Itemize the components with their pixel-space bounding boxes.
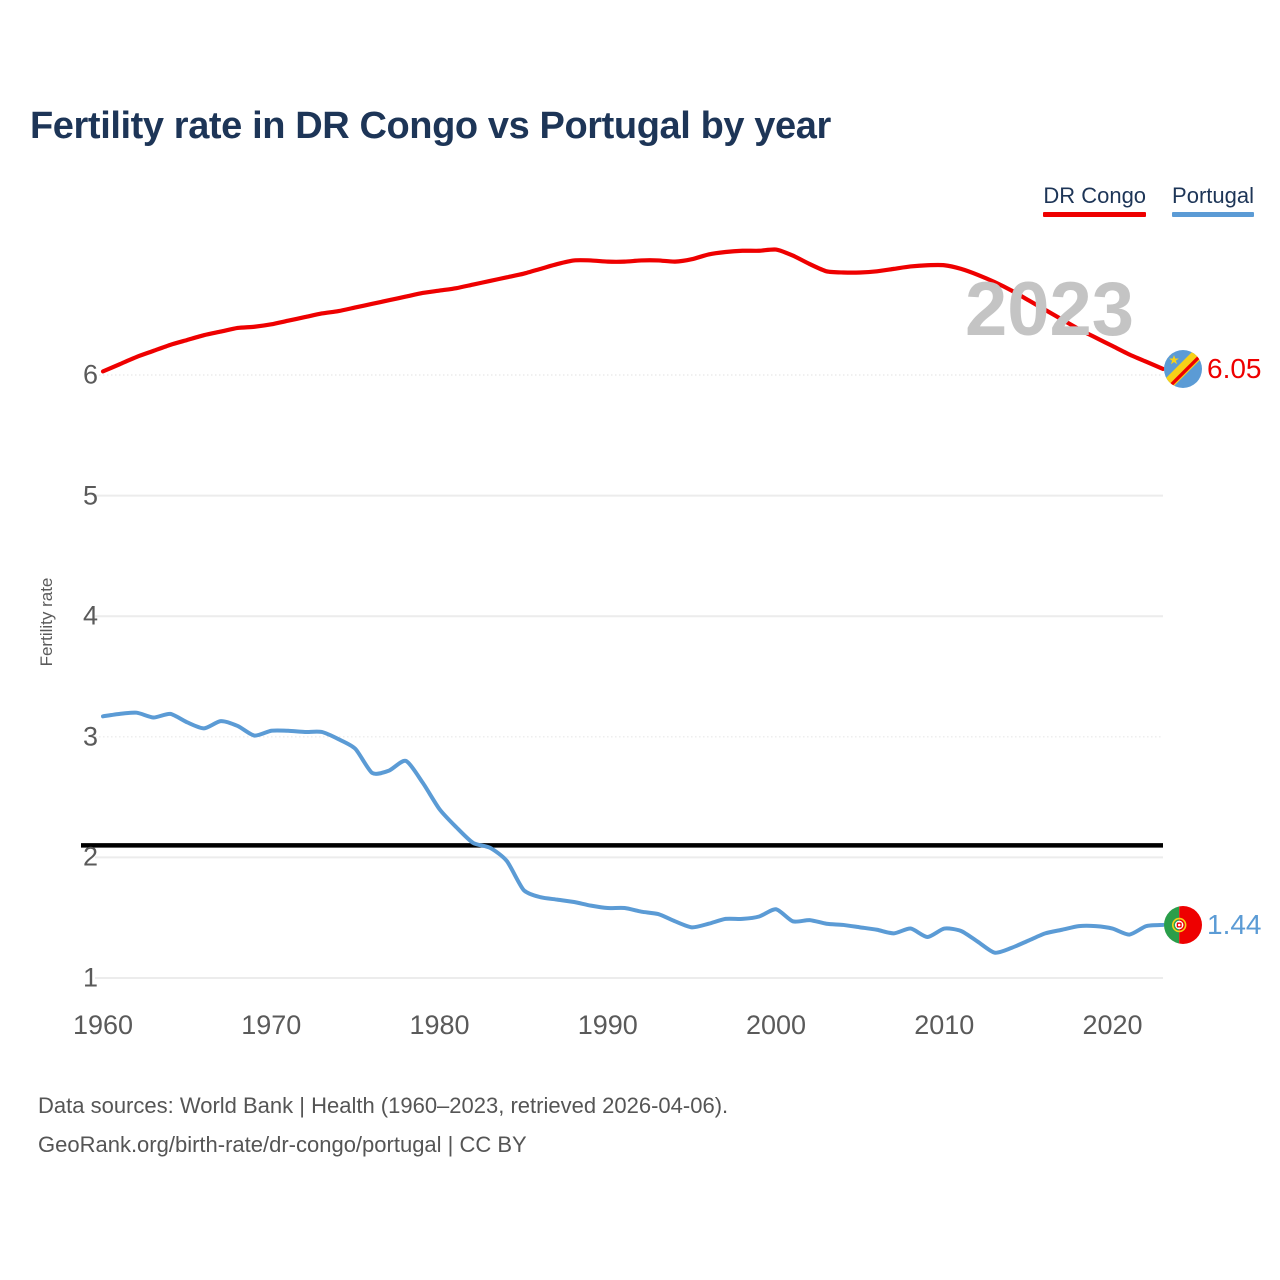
year-watermark: 2023 (965, 267, 1135, 352)
legend-item-dr-congo[interactable]: DR Congo (1043, 183, 1147, 217)
footer-attribution: Data sources: World Bank | Health (1960–… (38, 1086, 728, 1164)
legend-swatch-portugal (1172, 212, 1254, 217)
chart-legend: DR Congo Portugal (1043, 183, 1254, 217)
footer-line-2: GeoRank.org/birth-rate/dr-congo/portugal… (38, 1132, 527, 1157)
y-tick-label-1: 1 (82, 962, 98, 993)
legend-label-portugal: Portugal (1172, 183, 1254, 208)
y-tick-label-2: 2 (82, 841, 98, 872)
legend-item-portugal[interactable]: Portugal (1172, 183, 1254, 217)
x-tick-label-1990: 1990 (577, 1010, 638, 1040)
y-tick-label-3: 3 (82, 721, 98, 752)
footer-line-1: Data sources: World Bank | Health (1960–… (38, 1093, 729, 1118)
dr-congo-flag-icon (1164, 349, 1202, 388)
y-tick-label-6: 6 (82, 359, 98, 390)
x-tick-label-1970: 1970 (241, 1010, 302, 1040)
legend-swatch-dr-congo (1043, 212, 1147, 217)
y-tick-label-4: 4 (82, 600, 98, 631)
x-tick-label-2010: 2010 (914, 1010, 975, 1040)
portugal-flag-icon (1164, 905, 1202, 944)
series-line-portugal (101, 710, 1165, 955)
x-tick-label-2020: 2020 (1082, 1010, 1143, 1040)
x-tick-label-1960: 1960 (72, 1010, 134, 1040)
page-title: Fertility rate in DR Congo vs Portugal b… (30, 105, 831, 147)
x-tick-label-1980: 1980 (409, 1010, 470, 1040)
x-tick-label-2000: 2000 (745, 1010, 807, 1040)
end-value-dr-congo: 6.05 (1207, 352, 1262, 384)
end-value-portugal: 1.44 (1207, 908, 1262, 940)
legend-label-dr-congo: DR Congo (1043, 183, 1147, 208)
series-line-dr-congo (100, 247, 1166, 374)
y-tick-label-5: 5 (82, 480, 98, 511)
